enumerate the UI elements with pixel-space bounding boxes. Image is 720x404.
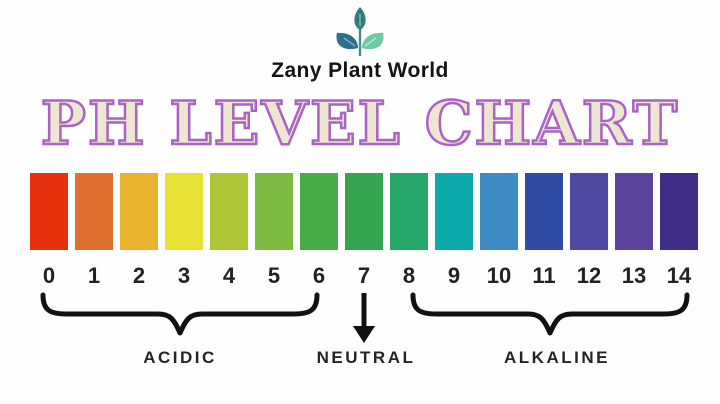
- ph-number: 10: [486, 263, 512, 288]
- ph-swatch: [75, 173, 113, 250]
- brand-name: Zany Plant World: [271, 59, 449, 82]
- ph-color-scale: 0 1 2 3 4 5 6 7: [30, 173, 698, 287]
- ph-number: 9: [447, 263, 461, 288]
- ph-swatch: [210, 173, 248, 250]
- ph-cell: 12: [570, 173, 608, 287]
- ph-swatch: [660, 173, 698, 250]
- neutral-arrow-icon: [353, 293, 375, 343]
- ph-cell: 6: [300, 173, 338, 287]
- ph-number: 3: [177, 263, 191, 288]
- ph-swatch: [525, 173, 563, 250]
- acidic-label: ACIDIC: [143, 348, 217, 367]
- alkaline-brace: [410, 292, 690, 336]
- acidic-brace: [40, 292, 320, 336]
- ph-swatch: [480, 173, 518, 250]
- ph-number: 12: [576, 263, 602, 288]
- ph-swatch: [255, 173, 293, 250]
- alkaline-label: ALKALINE: [504, 348, 610, 367]
- ph-swatch: [30, 173, 68, 250]
- ph-swatch: [345, 173, 383, 250]
- ph-number: 2: [132, 263, 146, 288]
- ph-number: 0: [42, 263, 56, 288]
- ph-cell: 13: [615, 173, 653, 287]
- ph-swatch: [615, 173, 653, 250]
- ph-swatch: [300, 173, 338, 250]
- ph-number: 11: [532, 263, 556, 288]
- ph-cell: 3: [165, 173, 203, 287]
- ph-cell: 0: [30, 173, 68, 287]
- ph-cell: 10: [480, 173, 518, 287]
- page-title: PH LEVEL CHART: [40, 89, 680, 159]
- ph-swatch: [165, 173, 203, 250]
- ph-number: 4: [222, 263, 236, 288]
- ph-cell: 2: [120, 173, 158, 287]
- ph-cell: 11: [525, 173, 563, 287]
- ph-swatch: [120, 173, 158, 250]
- ph-number: 8: [402, 263, 416, 288]
- plant-icon: [336, 7, 384, 56]
- ph-cell: 8: [390, 173, 428, 287]
- ph-swatch: [570, 173, 608, 250]
- brand-logo: Zany Plant World: [0, 6, 720, 83]
- ph-number: 13: [621, 263, 647, 288]
- ph-cell: 9: [435, 173, 473, 287]
- neutral-label: NEUTRAL: [316, 348, 416, 367]
- ph-number: 1: [87, 263, 101, 288]
- ph-swatch: [435, 173, 473, 250]
- ph-cell: 7: [345, 173, 383, 287]
- ph-swatch: [390, 173, 428, 250]
- ph-cell: 14: [660, 173, 698, 287]
- ph-number: 6: [312, 263, 326, 288]
- ph-cell: 4: [210, 173, 248, 287]
- ph-cell: 5: [255, 173, 293, 287]
- ph-number: 7: [357, 263, 371, 288]
- ph-number: 14: [666, 263, 692, 288]
- ph-cell: 1: [75, 173, 113, 287]
- ph-number: 5: [267, 263, 281, 288]
